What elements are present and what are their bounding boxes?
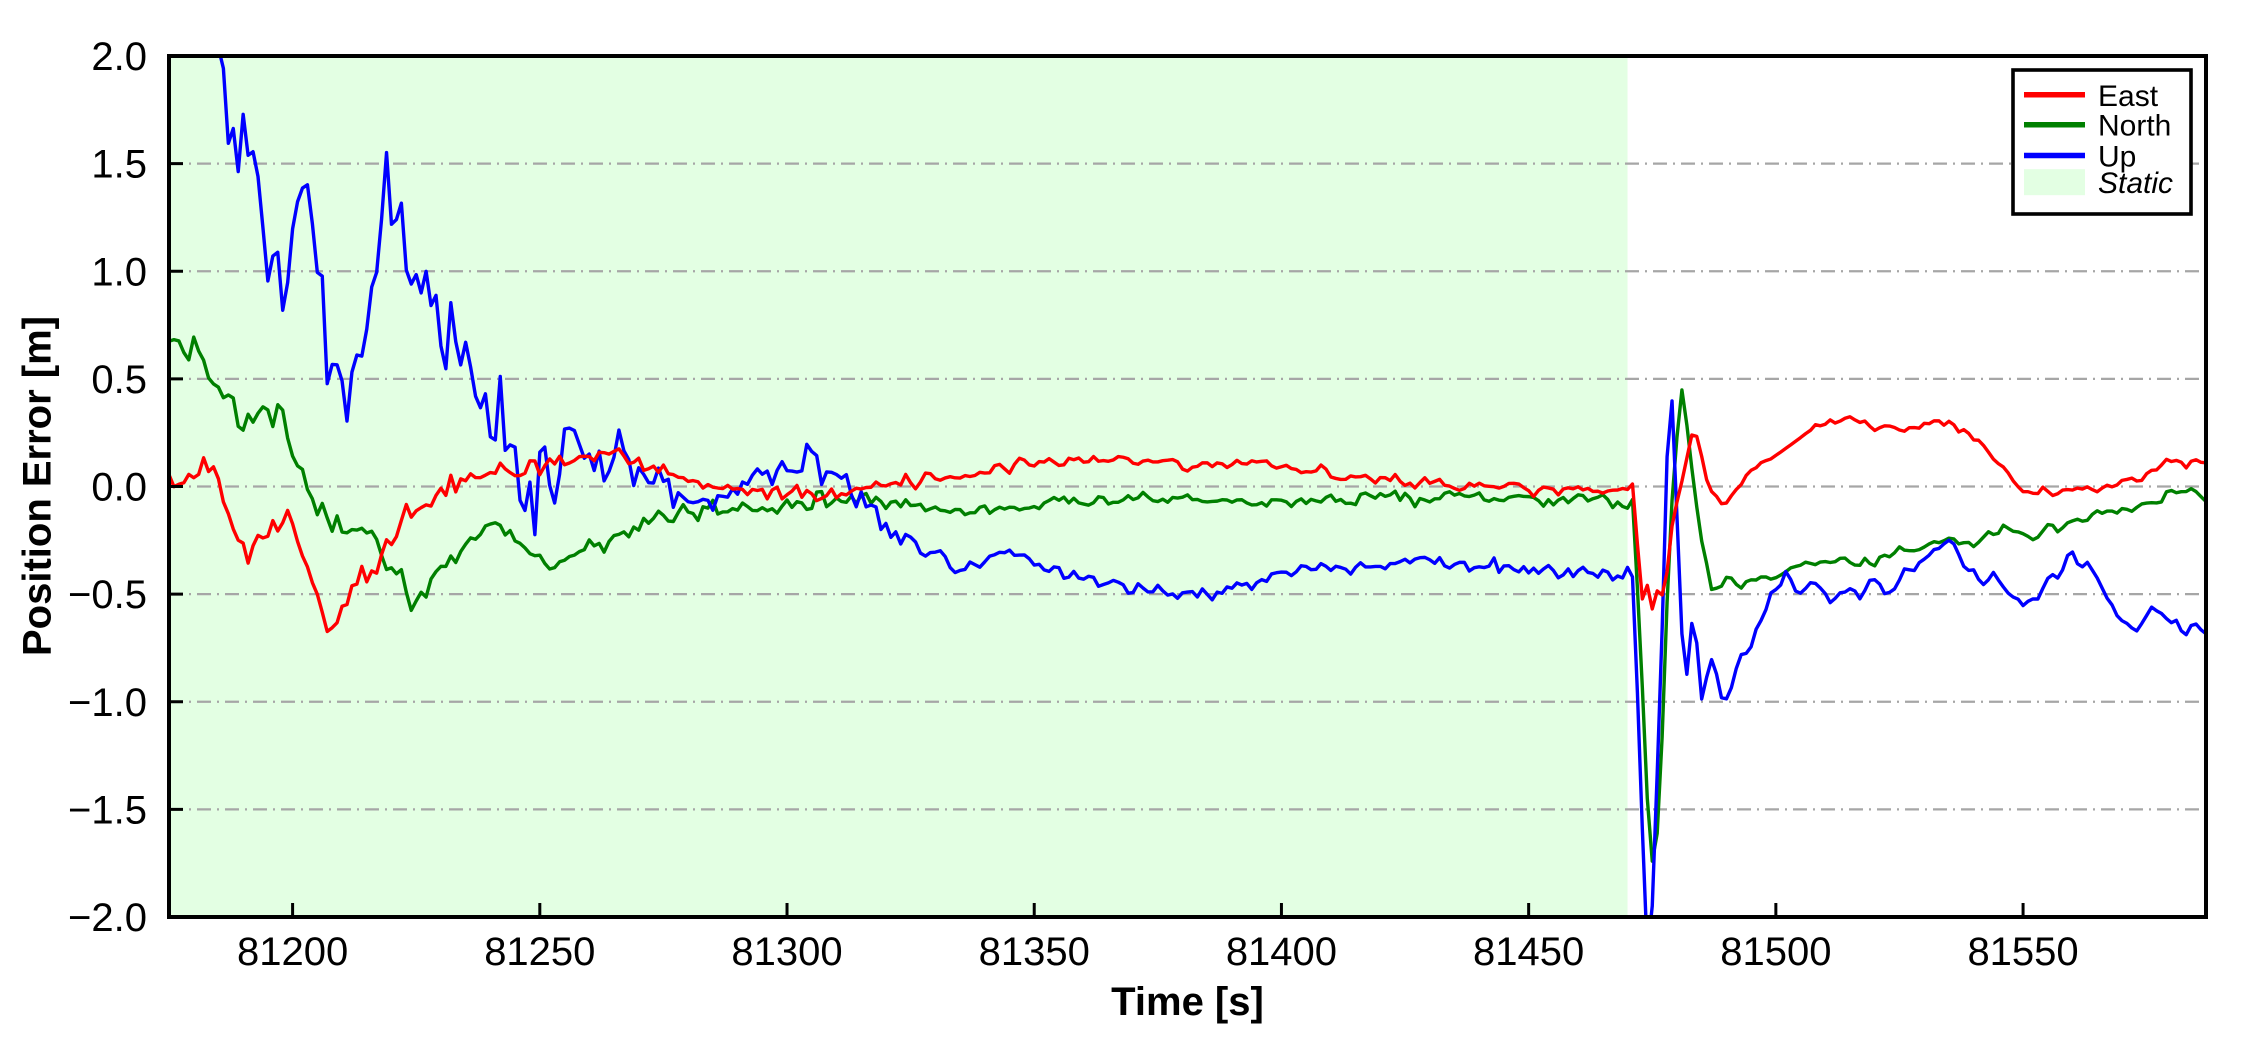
svg-text:81350: 81350: [979, 930, 1090, 974]
svg-text:−2.0: −2.0: [68, 896, 147, 940]
svg-text:81300: 81300: [731, 930, 842, 974]
svg-text:1.0: 1.0: [91, 250, 147, 294]
svg-text:1.5: 1.5: [91, 143, 147, 187]
svg-text:81200: 81200: [237, 930, 348, 974]
svg-text:North: North: [2098, 110, 2171, 143]
svg-text:81400: 81400: [1226, 930, 1337, 974]
svg-text:Static: Static: [2098, 167, 2173, 200]
svg-text:0.5: 0.5: [91, 358, 147, 402]
svg-text:−0.5: −0.5: [68, 573, 147, 617]
svg-text:East: East: [2098, 80, 2159, 113]
svg-text:−1.0: −1.0: [68, 681, 147, 725]
svg-text:−1.5: −1.5: [68, 788, 147, 832]
svg-text:81450: 81450: [1473, 930, 1584, 974]
svg-text:81250: 81250: [484, 930, 595, 974]
svg-text:0.0: 0.0: [91, 466, 147, 510]
svg-text:81500: 81500: [1720, 930, 1831, 974]
svg-text:2.0: 2.0: [91, 35, 147, 79]
svg-text:81550: 81550: [1967, 930, 2078, 974]
